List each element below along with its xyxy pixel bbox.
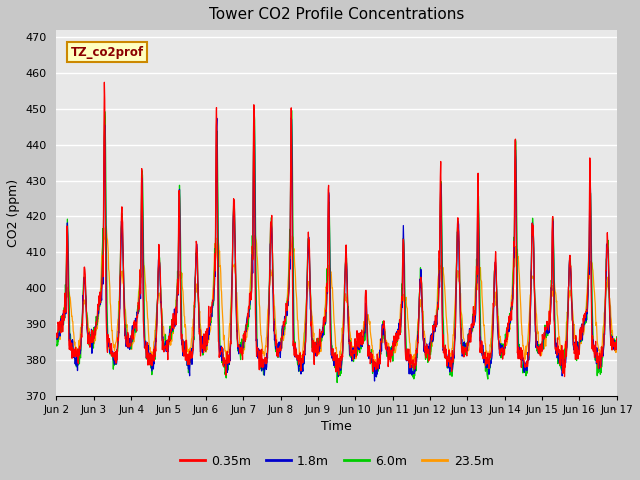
Text: TZ_co2prof: TZ_co2prof: [70, 46, 143, 59]
Y-axis label: CO2 (ppm): CO2 (ppm): [7, 179, 20, 247]
Title: Tower CO2 Profile Concentrations: Tower CO2 Profile Concentrations: [209, 7, 464, 22]
Legend: 0.35m, 1.8m, 6.0m, 23.5m: 0.35m, 1.8m, 6.0m, 23.5m: [175, 450, 499, 472]
X-axis label: Time: Time: [321, 420, 352, 433]
